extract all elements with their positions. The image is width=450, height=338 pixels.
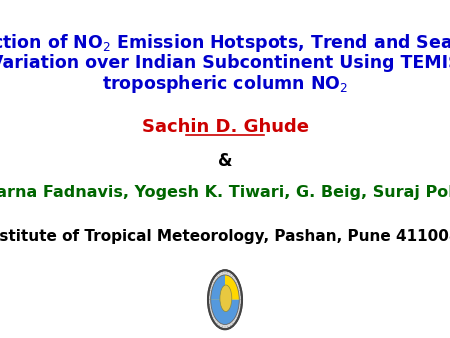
Wedge shape [211, 300, 239, 324]
Text: Suvarna Fadnavis, Yogesh K. Tiwari, G. Beig, Suraj Polade: Suvarna Fadnavis, Yogesh K. Tiwari, G. B… [0, 185, 450, 200]
Wedge shape [211, 275, 225, 300]
Ellipse shape [220, 285, 232, 312]
Text: &: & [218, 152, 232, 170]
Text: Indian Institute of Tropical Meteorology, Pashan, Pune 411008 (INDIA): Indian Institute of Tropical Meteorology… [0, 228, 450, 244]
Wedge shape [211, 275, 239, 300]
Text: Detection of NO$_2$ Emission Hotspots, Trend and Seasonal: Detection of NO$_2$ Emission Hotspots, T… [0, 32, 450, 54]
Text: tropospheric column NO$_2$: tropospheric column NO$_2$ [102, 73, 348, 95]
Circle shape [208, 270, 242, 329]
Text: Sachin D. Ghude: Sachin D. Ghude [141, 118, 309, 136]
Text: Variation over Indian Subcontinent Using TEMIS: Variation over Indian Subcontinent Using… [0, 54, 450, 72]
